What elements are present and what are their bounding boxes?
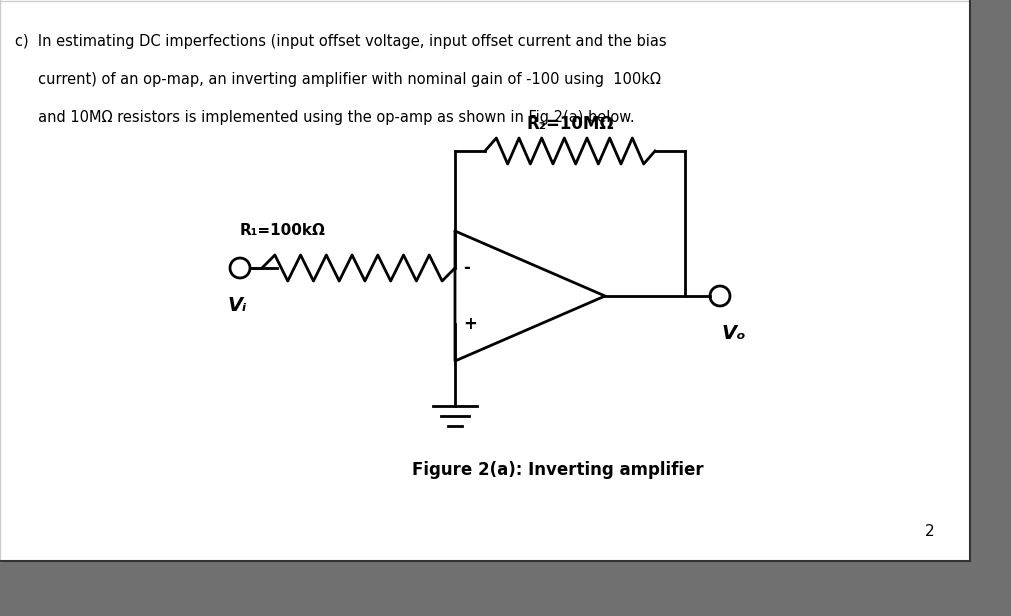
Text: current) of an op-map, an inverting amplifier with nominal gain of -100 using  1: current) of an op-map, an inverting ampl… [15, 72, 661, 87]
Text: Vₒ: Vₒ [722, 324, 747, 343]
Text: 2: 2 [925, 524, 935, 538]
Text: R₂=10MΩ: R₂=10MΩ [526, 115, 614, 133]
Text: +: + [463, 315, 477, 333]
Text: Vᵢ: Vᵢ [228, 296, 248, 315]
Text: -: - [463, 259, 470, 277]
Text: c)  In estimating DC imperfections (input offset voltage, input offset current a: c) In estimating DC imperfections (input… [15, 34, 666, 49]
Bar [0, 561, 1011, 616]
Text: R₁=100kΩ: R₁=100kΩ [240, 223, 326, 238]
Text: Figure 2(a): Inverting amplifier: Figure 2(a): Inverting amplifier [411, 461, 704, 479]
Bar [970, 0, 1011, 616]
Text: and 10MΩ resistors is implemented using the op-amp as shown in Fig 2(a) below.: and 10MΩ resistors is implemented using … [15, 110, 635, 125]
